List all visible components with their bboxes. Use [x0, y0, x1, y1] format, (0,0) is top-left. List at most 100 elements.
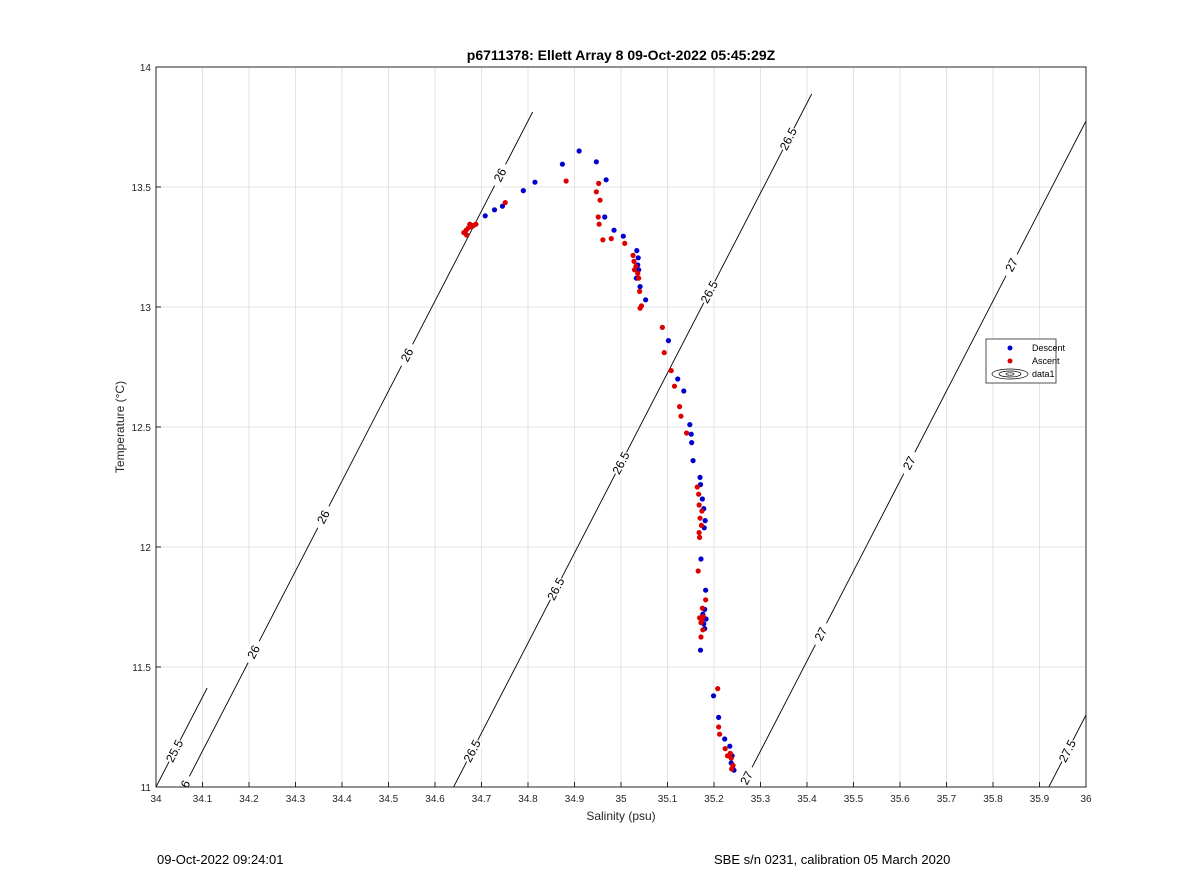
- contour-label-bg: [544, 575, 568, 603]
- contour-label-bg: [488, 161, 512, 189]
- x-tick-label: 35.9: [1030, 794, 1050, 805]
- descent-point: [665, 338, 672, 344]
- ascent-point: [716, 731, 723, 737]
- legend-contour-icon: [991, 368, 1029, 380]
- y-tick-label: 11: [141, 783, 152, 794]
- descent-point: [637, 284, 643, 290]
- contour-label-bg: [809, 620, 833, 648]
- legend-ascent-label: Ascent: [1032, 356, 1060, 366]
- contour-label-bg: [697, 278, 722, 306]
- ascent-point: [597, 197, 603, 203]
- contour-label: 27: [900, 454, 919, 473]
- ascent-point: [694, 484, 700, 490]
- x-tick-label: 34.4: [332, 794, 352, 805]
- chart-title: p6711378: Ellett Array 8 09-Oct-2022 05:…: [467, 47, 776, 63]
- descent-point: [603, 177, 609, 183]
- descent-point: [635, 255, 641, 261]
- ascent-point: [631, 258, 637, 264]
- ascent-point: [695, 568, 701, 574]
- x-tick-label: 34.9: [565, 794, 585, 805]
- contour-label-bg: [776, 125, 801, 153]
- ascent-point: [696, 534, 703, 541]
- legend-descent-label: Descent: [1032, 343, 1066, 353]
- ascent-point: [696, 530, 702, 536]
- ascent-point: [715, 686, 721, 692]
- contour-label-bg: [897, 449, 922, 477]
- x-tick-label: 34.7: [472, 794, 492, 805]
- x-tick-label: 34: [150, 794, 162, 805]
- ascent-point: [593, 189, 599, 195]
- ascent-point: [595, 214, 601, 220]
- ascent-point: [683, 430, 690, 436]
- descent-point: [620, 233, 626, 239]
- descent-point: [716, 714, 722, 721]
- ascent-point: [473, 221, 479, 227]
- ascent-point: [696, 502, 702, 508]
- ascent-point: [637, 288, 643, 294]
- descent-point: [697, 647, 704, 653]
- contour-label: 26: [491, 166, 510, 185]
- ascent-point: [716, 724, 722, 730]
- descent-point: [643, 297, 649, 303]
- ascent-point: [703, 597, 709, 603]
- ascent-point: [563, 178, 569, 184]
- contour-label-bg: [172, 773, 196, 787]
- x-tick-label: 35.4: [797, 794, 817, 805]
- descent-point: [559, 161, 566, 167]
- descent-point: [687, 422, 693, 428]
- descent-point: [688, 431, 694, 437]
- x-tick-label: 35.6: [890, 794, 910, 805]
- ascent-point: [464, 232, 470, 238]
- ascent-point: [636, 275, 642, 281]
- contour-label-bg: [1055, 737, 1080, 765]
- contour-label-bg: [241, 638, 266, 666]
- x-tick-label: 36: [1080, 794, 1092, 805]
- ascent-point: [698, 620, 704, 626]
- x-tick-label: 34.1: [193, 794, 213, 805]
- descent-point: [675, 376, 681, 382]
- y-tick-label: 13.5: [132, 183, 152, 194]
- descent-point: [722, 736, 728, 742]
- y-tick-label: 13: [140, 303, 152, 314]
- y-axis-ticks: 11 11.5 12 12.5 13 13.5 14: [132, 63, 161, 794]
- descent-point: [482, 213, 488, 219]
- legend: Descent Ascent data1: [985, 338, 1066, 384]
- contour-label: 26: [314, 508, 333, 527]
- ascent-point: [728, 755, 734, 761]
- descent-point: [634, 248, 640, 254]
- descent-point: [499, 203, 506, 209]
- ascent-point: [502, 200, 508, 206]
- descent-point: [703, 587, 709, 593]
- ascent-point: [678, 413, 684, 419]
- x-tick-label: 34.5: [379, 794, 399, 805]
- ascent-point: [699, 605, 705, 611]
- ascent-point: [608, 236, 614, 242]
- descent-point: [697, 474, 703, 480]
- legend-box: [985, 338, 1057, 384]
- ascent-point: [722, 746, 728, 752]
- y-tick-label: 11.5: [132, 663, 151, 674]
- descent-point: [532, 179, 538, 185]
- x-tick-label: 35.2: [704, 794, 724, 805]
- x-tick-label: 34.8: [518, 794, 538, 805]
- x-axis-ticks: 34 34.1 34.2 34.3 34.4 34.5 34.6 34.7 34.8 34.9 35…: [150, 782, 1092, 805]
- ascent-point: [700, 627, 706, 633]
- footer-instrument-info: SBE s/n 0231, calibration 05 March 2020: [714, 852, 951, 867]
- isopycnal-line: [453, 93, 813, 787]
- ascent-point: [729, 766, 735, 772]
- ascent-point: [596, 221, 602, 227]
- ascent-point: [659, 324, 665, 330]
- contour-label-bg: [162, 737, 187, 765]
- ascent-point: [697, 515, 703, 521]
- descent-point: [611, 227, 617, 233]
- ascent-point: [635, 270, 641, 276]
- x-tick-label: 35.1: [658, 794, 678, 805]
- ascent-point: [631, 267, 638, 273]
- footer-timestamp: 09-Oct-2022 09:24:01: [157, 852, 284, 867]
- contour-label: 26: [398, 346, 417, 365]
- ascent-point: [668, 368, 674, 374]
- contour-label-bg: [395, 341, 419, 369]
- x-tick-label: 35.7: [937, 794, 957, 805]
- x-tick-label: 34.2: [239, 794, 259, 805]
- y-tick-label: 12.5: [132, 423, 152, 434]
